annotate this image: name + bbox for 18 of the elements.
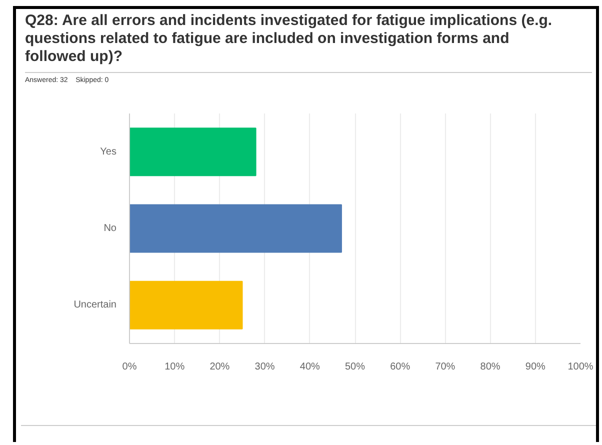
- bar: [130, 128, 256, 176]
- y-tick-label: No: [104, 223, 117, 234]
- x-tick-label: 100%: [568, 362, 594, 372]
- y-tick-label: Yes: [100, 146, 117, 158]
- x-tick-label: 70%: [435, 362, 456, 372]
- bar: [130, 280, 243, 330]
- chart-title: Q28: Are all errors and incidents investigated for fatigue implications (e.g. questions related to fatigue are included on investigation forms and followed up)?: [25, 11, 554, 66]
- x-tick-label: 60%: [390, 362, 410, 372]
- x-tick-label: 0%: [122, 362, 137, 372]
- x-tick-label: 10%: [164, 362, 185, 372]
- x-tick-label: 80%: [480, 362, 500, 372]
- x-tick-label: 90%: [525, 362, 546, 372]
- y-tick-label: Uncertain: [74, 300, 117, 311]
- x-tick-label: 50%: [344, 362, 366, 372]
- x-tick-label: 30%: [254, 362, 275, 372]
- x-tick-label: 20%: [210, 362, 230, 372]
- bar: [130, 204, 342, 253]
- x-tick-label: 40%: [300, 362, 320, 372]
